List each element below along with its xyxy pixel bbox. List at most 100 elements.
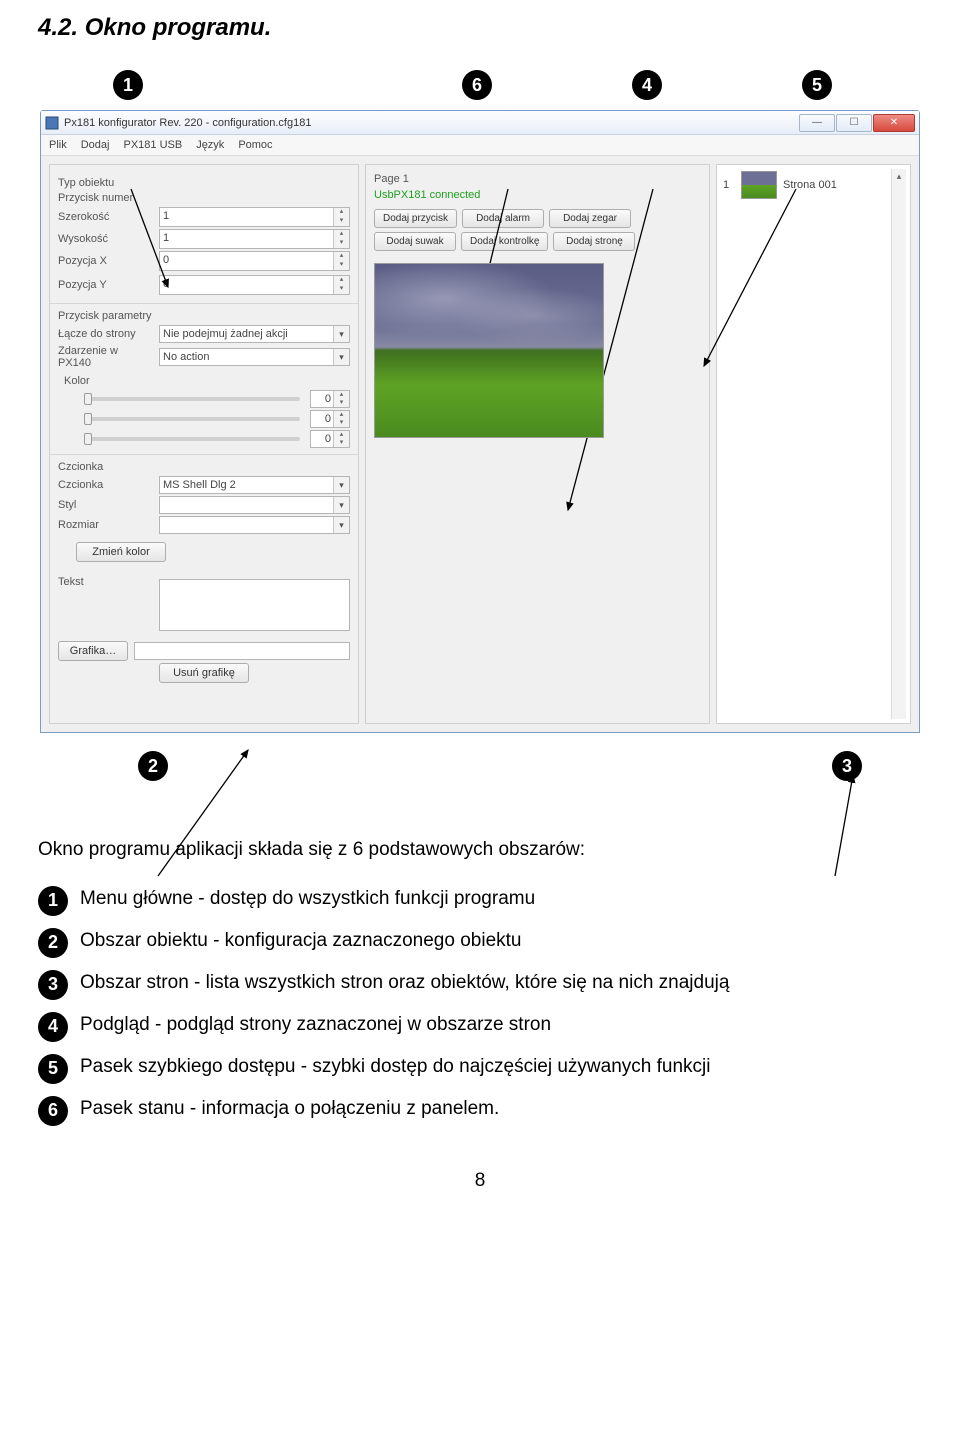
toolbar-row-1: Dodaj przycisk Dodaj alarm Dodaj zegar [374,209,701,228]
font-select[interactable]: MS Shell Dlg 2▾ [159,476,350,494]
page-preview [374,263,604,438]
close-button[interactable]: ✕ [873,114,915,132]
page-item[interactable]: 1 Strona 001 [721,169,891,201]
szer-label: Szerokość [58,211,153,223]
toolbar-row-2: Dodaj suwak Dodaj kontrolkę Dodaj stronę [374,232,701,251]
styl-select[interactable]: ▾ [159,496,350,514]
description-item: 1 Menu główne - dostęp do wszystkich funk… [38,884,922,916]
callout-row-bottom: 2 3 [38,751,922,781]
tekst-label: Tekst [58,576,153,588]
rozm-label: Rozmiar [58,519,153,531]
grafika-path[interactable] [134,642,350,660]
description-text: Pasek stanu - informacja o połączeniu z … [80,1094,922,1123]
description-item: 3 Obszar stron - lista wszystkich stron o… [38,968,922,1000]
titlebar: Px181 konfigurator Rev. 220 - configurat… [41,111,919,135]
btn-dodaj-strone[interactable]: Dodaj stronę [553,232,635,251]
posy-label: Pozycja Y [58,279,153,291]
wys-input[interactable]: 1 ▴▾ [159,229,350,249]
diagram-wrap: 1 6 4 5 Px181 konfigurator Rev. 220 - co… [38,70,922,781]
slider-b-value[interactable]: 0▴▾ [310,430,350,448]
description-text: Menu główne - dostęp do wszystkich funkc… [80,884,922,913]
posx-label: Pozycja X [58,255,153,267]
font-label: Czcionka [58,479,153,491]
callout-2: 2 [138,751,168,781]
callout-4: 4 [38,1012,68,1042]
btn-dodaj-zegar[interactable]: Dodaj zegar [549,209,631,228]
description-item: 2 Obszar obiektu - konfiguracja zaznaczon… [38,926,922,958]
grafika-button[interactable]: Grafika… [58,641,128,661]
description-text: Pasek szybkiego dostępu - szybki dostęp … [80,1052,922,1081]
description-text: Obszar obiektu - konfiguracja zaznaczone… [80,926,922,955]
slider-g[interactable] [84,417,300,421]
description-intro: Okno programu aplikacji składa się z 6 p… [38,835,922,864]
pages-panel: 1 Strona 001 ▴ [716,164,911,724]
zdarz-label: Zdarzenie w PX140 [58,345,153,369]
callout-3: 3 [832,751,862,781]
zdarz-select[interactable]: No action▾ [159,348,350,366]
callout-6: 6 [38,1096,68,1126]
tekst-input[interactable] [159,579,350,631]
styl-label: Styl [58,499,153,511]
btn-dodaj-kontrolke[interactable]: Dodaj kontrolkę [461,232,548,251]
callout-row-top: 1 6 4 5 [38,70,922,100]
description-item: 6 Pasek stanu - informacja o połączeniu z… [38,1094,922,1126]
btn-dodaj-przycisk[interactable]: Dodaj przycisk [374,209,457,228]
menu-plik[interactable]: Plik [49,139,67,151]
callout-1: 1 [113,70,143,100]
rozm-select[interactable]: ▾ [159,516,350,534]
center-panel: Page 1 UsbPX181 connected Dodaj przycisk… [365,164,710,724]
page-name: Strona 001 [783,179,837,191]
connection-status: UsbPX181 connected [374,189,701,201]
menu-px181usb[interactable]: PX181 USB [123,139,182,151]
description-item: 4 Podgląd - podgląd strony zaznaczonej w … [38,1010,922,1042]
menu-pomoc[interactable]: Pomoc [238,139,272,151]
maximize-button[interactable]: ☐ [836,114,872,132]
posy-input[interactable]: 0 ▴▾ [159,275,350,295]
callout-5: 5 [802,70,832,100]
callout-2: 2 [38,928,68,958]
lacz-label: Łącze do strony [58,328,153,340]
slider-r-value[interactable]: 0▴▾ [310,390,350,408]
page-label: Page 1 [374,173,701,185]
scrollbar[interactable]: ▴ [891,169,906,719]
callout-6: 6 [462,70,492,100]
object-panel: Typ obiektu Przycisk numer Szerokość 1 ▴… [49,164,359,724]
typ-obiektu-label: Typ obiektu [58,177,350,189]
slider-g-value[interactable]: 0▴▾ [310,410,350,428]
page-index: 1 [723,179,735,191]
app-icon [45,116,59,130]
btn-dodaj-suwak[interactable]: Dodaj suwak [374,232,456,251]
description-block: Okno programu aplikacji składa się z 6 p… [38,835,922,1126]
usun-grafike-button[interactable]: Usuń grafikę [159,663,249,683]
kolor-label: Kolor [64,375,350,387]
font-group: Czcionka [58,461,350,473]
menubar: Plik Dodaj PX181 USB Język Pomoc [41,135,919,156]
window-body: Typ obiektu Przycisk numer Szerokość 1 ▴… [41,156,919,732]
szer-input[interactable]: 1 ▴▾ [159,207,350,227]
window-buttons: — ☐ ✕ [799,114,915,132]
menu-jezyk[interactable]: Język [196,139,224,151]
lacz-select[interactable]: Nie podejmuj żadnej akcji▾ [159,325,350,343]
app-window: Px181 konfigurator Rev. 220 - configurat… [40,110,920,733]
description-item: 5 Pasek szybkiego dostępu - szybki dostęp… [38,1052,922,1084]
callout-5: 5 [38,1054,68,1084]
wys-label: Wysokość [58,233,153,245]
posx-input[interactable]: 0 ▴▾ [159,251,350,271]
callout-1: 1 [38,886,68,916]
page-number: 8 [38,1170,922,1192]
zmien-kolor-button[interactable]: Zmień kolor [76,542,166,562]
przycisk-numer-label: Przycisk numer [58,192,350,204]
menu-dodaj[interactable]: Dodaj [81,139,110,151]
callout-4: 4 [632,70,662,100]
slider-r[interactable] [84,397,300,401]
parametry-group: Przycisk parametry [58,310,350,322]
window-title: Px181 konfigurator Rev. 220 - configurat… [64,117,799,129]
page-thumbnail [741,171,777,199]
description-text: Podgląd - podgląd strony zaznaczonej w o… [80,1010,922,1039]
description-text: Obszar stron - lista wszystkich stron or… [80,968,922,997]
minimize-button[interactable]: — [799,114,835,132]
section-title: 4.2. Okno programu. [38,14,922,42]
callout-3: 3 [38,970,68,1000]
btn-dodaj-alarm[interactable]: Dodaj alarm [462,209,544,228]
slider-b[interactable] [84,437,300,441]
